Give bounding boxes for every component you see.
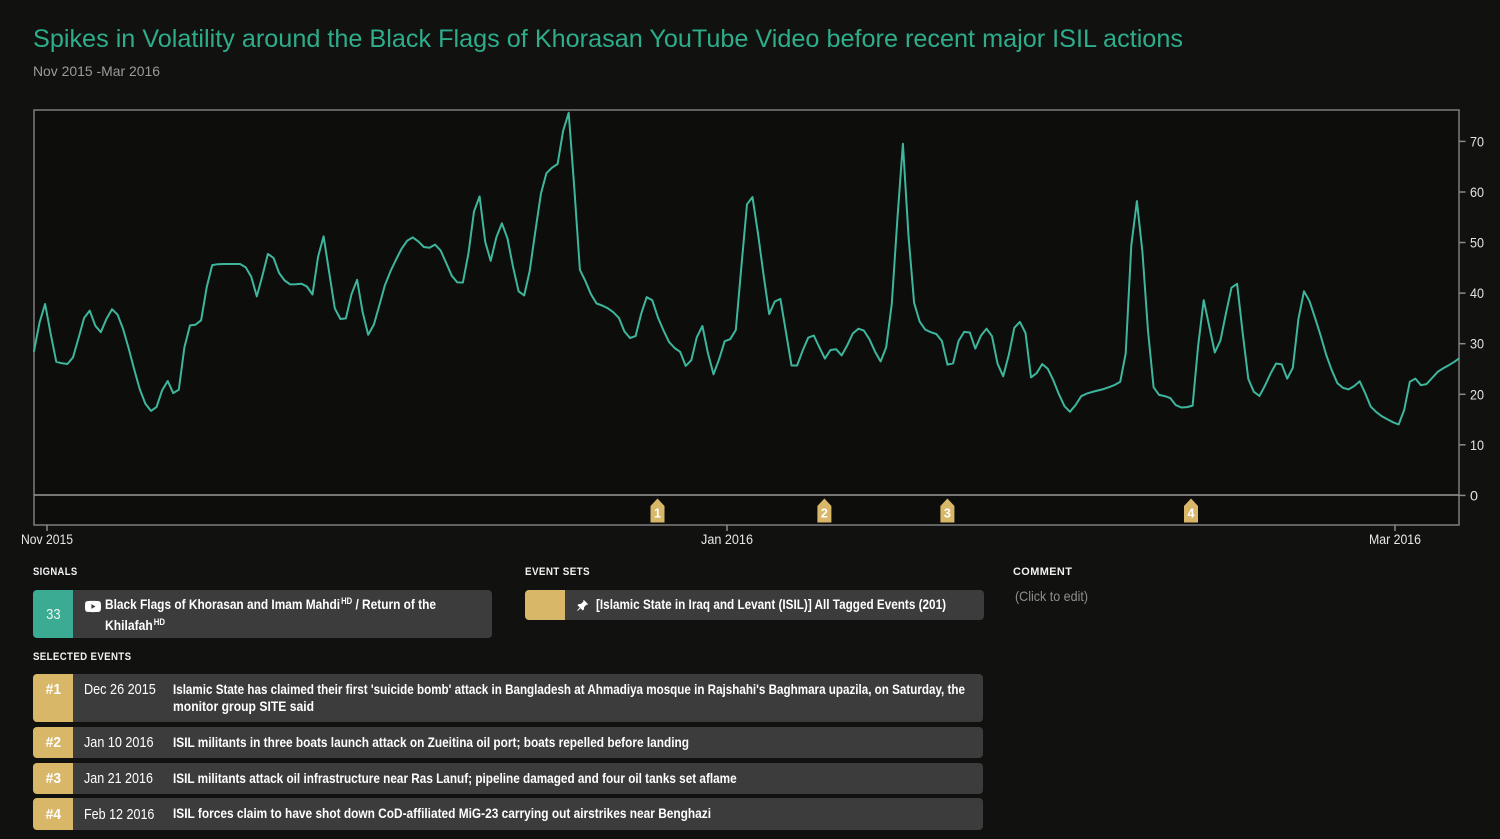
- svg-text:70: 70: [1470, 133, 1484, 149]
- svg-text:10: 10: [1470, 437, 1484, 453]
- svg-text:4: 4: [1188, 507, 1195, 521]
- svg-text:50: 50: [1470, 235, 1484, 251]
- svg-text:3: 3: [944, 507, 951, 521]
- svg-text:60: 60: [1470, 184, 1484, 200]
- svg-text:40: 40: [1470, 285, 1484, 301]
- svg-text:1: 1: [654, 507, 661, 521]
- svg-text:20: 20: [1470, 386, 1484, 402]
- svg-text:Nov 2015: Nov 2015: [21, 532, 73, 547]
- svg-text:Jan 2016: Jan 2016: [701, 532, 753, 547]
- svg-text:0: 0: [1470, 487, 1478, 503]
- svg-text:2: 2: [821, 507, 828, 521]
- svg-text:Mar 2016: Mar 2016: [1369, 532, 1421, 547]
- svg-text:30: 30: [1470, 336, 1484, 352]
